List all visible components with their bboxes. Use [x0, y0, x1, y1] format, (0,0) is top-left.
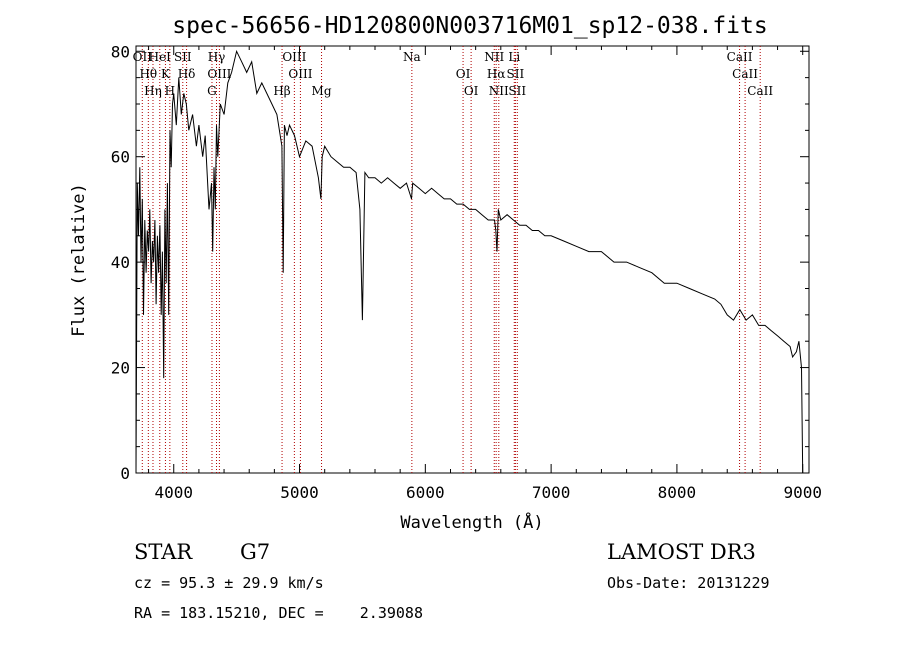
redshift-velocity: cz = 95.3 ± 29.9 km/s	[134, 574, 324, 592]
y-axis-ticks: 0 20 40 60 80	[111, 42, 809, 483]
emission-line-labels: OIIHθHηHeIKHSIIHδGHγOIIIHβOIIIOIIIMgNaOI…	[133, 50, 774, 98]
line-label-1: Hθ	[139, 67, 157, 81]
line-label-9: Hγ	[208, 50, 226, 64]
line-label-19: Hα	[487, 67, 506, 81]
y-tick-label: 60	[111, 148, 130, 167]
object-class: STAR	[134, 540, 193, 564]
line-label-3: HeI	[149, 50, 172, 64]
line-label-14: Mg	[312, 84, 332, 98]
line-label-17: OI	[464, 84, 479, 98]
line-label-11: Hβ	[273, 84, 290, 98]
chart-title: spec-56656-HD120800N003716M01_sp12-038.f…	[172, 13, 767, 39]
line-label-15: Na	[403, 50, 421, 64]
line-label-7: Hδ	[178, 67, 196, 81]
x-tick-label: 5000	[280, 483, 319, 502]
y-tick-label: 0	[120, 464, 130, 483]
line-label-4: K	[161, 67, 171, 81]
line-label-18: NII	[484, 50, 504, 64]
line-label-2: Hη	[144, 84, 162, 98]
plot-frame	[135, 45, 810, 474]
x-tick-label: 9000	[783, 483, 822, 502]
y-tick-label: 40	[111, 253, 130, 272]
x-axis-label: Wavelength (Å)	[400, 511, 543, 533]
emission-line-markers	[141, 46, 761, 473]
line-label-12: OIII	[282, 50, 306, 64]
line-label-5: H	[165, 84, 175, 98]
line-label-6: SII	[174, 50, 192, 64]
x-tick-label: 6000	[406, 483, 445, 502]
line-label-10: OIII	[207, 67, 231, 81]
object-subclass: G7	[240, 540, 271, 564]
line-label-8: G	[207, 84, 217, 98]
line-label-13: OIII	[288, 67, 312, 81]
line-label-24: CaII	[727, 50, 753, 64]
observation-date: Obs-Date: 20131229	[607, 574, 770, 592]
survey-name: LAMOST DR3	[607, 540, 756, 564]
x-axis-ticks: 4000 5000 6000 7000 8000 9000	[148, 46, 822, 502]
line-label-0: OII	[133, 50, 153, 64]
y-tick-label: 80	[111, 42, 130, 61]
x-tick-label: 8000	[658, 483, 697, 502]
line-label-23: SII	[508, 84, 526, 98]
line-label-20: NII	[489, 84, 509, 98]
x-tick-label: 7000	[532, 483, 571, 502]
line-label-25: CaII	[732, 67, 758, 81]
line-label-26: CaII	[747, 84, 773, 98]
line-label-16: OI	[456, 67, 471, 81]
spectrum-line	[135, 49, 804, 474]
line-label-22: SII	[507, 67, 525, 81]
x-tick-label: 4000	[154, 483, 193, 502]
y-axis-label: Flux (relative)	[69, 183, 89, 337]
line-label-21: Li	[508, 50, 520, 64]
y-tick-label: 20	[111, 359, 130, 378]
coordinates: RA = 183.15210, DEC = 2.39088	[134, 604, 423, 622]
